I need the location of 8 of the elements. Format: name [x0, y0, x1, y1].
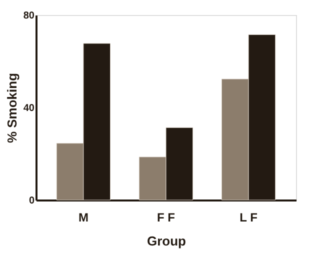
y-tick-label: 0	[28, 196, 35, 206]
x-tick-label: L F	[240, 210, 258, 224]
x-axis-title: Group	[147, 234, 186, 248]
x-tick-label: M	[78, 210, 88, 224]
y-axis-title: % Smoking	[4, 72, 20, 144]
y-tick-label: 80	[23, 10, 35, 22]
x-tick-label: F F	[157, 210, 175, 224]
y-tick-label: 40	[23, 103, 35, 114]
